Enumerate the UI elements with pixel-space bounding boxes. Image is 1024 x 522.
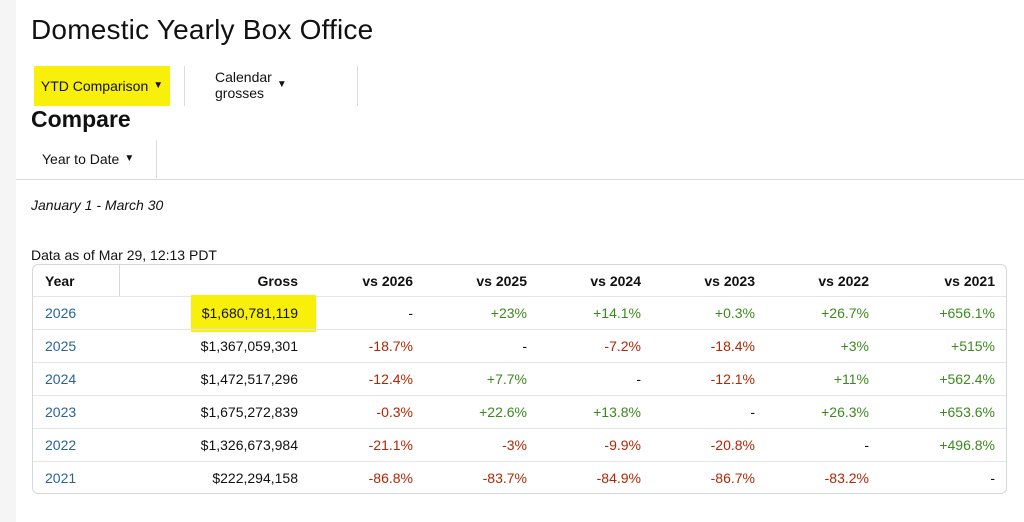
change-value: +13.8% [593, 404, 641, 420]
change-value: +0.3% [714, 305, 755, 321]
section-divider [16, 179, 1024, 180]
divider [184, 66, 185, 106]
page-title: Domestic Yearly Box Office [31, 14, 374, 45]
table-row: 2023 $1,675,272,839 -0.3% +22.6% +13.8% - +26.… [33, 395, 1006, 428]
change-value: -18.7% [368, 338, 413, 354]
change-value: - [408, 305, 413, 321]
gross-value: $222,294,158 [212, 470, 298, 486]
table-header-row: Year Gross vs 2026 vs 2025 vs 2024 vs 20… [33, 265, 1006, 298]
ytd-comparison-dropdown[interactable]: YTD Comparison ▼ [34, 66, 170, 106]
change-value: +22.6% [479, 404, 527, 420]
change-value: -21.1% [368, 437, 413, 453]
year-link[interactable]: 2021 [45, 470, 77, 486]
change-value: -86.8% [368, 470, 413, 486]
header-vs-2025[interactable]: vs 2025 [476, 273, 527, 289]
change-value: -84.9% [596, 470, 641, 486]
change-value: +23% [490, 305, 527, 321]
year-link[interactable]: 2022 [45, 437, 77, 453]
chevron-down-icon: ▼ [276, 78, 287, 90]
gross-value: $1,367,059,301 [200, 338, 298, 354]
gross-value: $1,680,781,119 [201, 305, 298, 321]
divider [156, 140, 157, 178]
gross-value: $1,472,517,296 [200, 371, 298, 387]
change-value: - [864, 437, 869, 453]
compare-heading: Compare [31, 106, 131, 132]
table-row: 2026 $1,680,781,119 - +23% +14.1% +0.3% +26.7%… [33, 295, 1006, 332]
change-value: +656.1% [939, 305, 995, 321]
header-vs-2021[interactable]: vs 2021 [944, 273, 995, 289]
change-value: -20.8% [710, 437, 755, 453]
year-link[interactable]: 2023 [45, 404, 77, 420]
calendar-grosses-dropdown[interactable]: Calendar grosses ▼ [215, 62, 287, 108]
table-row: 2024 $1,472,517,296 -12.4% +7.7% - -12.1% +11%… [33, 362, 1006, 395]
change-value: +562.4% [939, 371, 995, 387]
gross-value: $1,675,272,839 [200, 404, 298, 420]
gross-value: $1,326,673,984 [200, 437, 298, 453]
change-value: +11% [833, 371, 869, 387]
year-to-date-label: Year to Date [42, 151, 120, 167]
change-value: +515% [951, 338, 995, 354]
change-value: - [750, 404, 755, 420]
change-value: +14.1% [593, 305, 641, 321]
change-value: -83.7% [482, 470, 527, 486]
table-row: 2022 $1,326,673,984 -21.1% -3% -9.9% -20.8% - +… [33, 428, 1006, 461]
table-row: 2021 $222,294,158 -86.8% -83.7% -84.9% -86.7%… [33, 461, 1006, 493]
year-to-date-dropdown[interactable]: Year to Date ▼ [42, 140, 134, 178]
header-vs-2026[interactable]: vs 2026 [362, 273, 413, 289]
data-as-of-text: Data as of Mar 29, 12:13 PDT [31, 247, 217, 263]
content-panel: Domestic Yearly Box Office YTD Compariso… [16, 0, 1024, 522]
table-row: 2025 $1,367,059,301 -18.7% - -7.2% -18.4% +3% +… [33, 329, 1006, 362]
header-gross[interactable]: Gross [257, 273, 298, 289]
change-value: - [636, 371, 641, 387]
change-value: +7.7% [486, 371, 527, 387]
change-value: -3% [502, 437, 527, 453]
year-link[interactable]: 2025 [45, 338, 77, 354]
ytd-comparison-label: YTD Comparison [40, 78, 149, 94]
change-value: -12.1% [710, 371, 755, 387]
header-vs-2022[interactable]: vs 2022 [818, 273, 869, 289]
change-value: - [990, 470, 995, 486]
change-value: - [522, 338, 527, 354]
change-value: +26.7% [821, 305, 869, 321]
change-value: -12.4% [368, 371, 413, 387]
change-value: +496.8% [939, 437, 995, 453]
yearly-comparison-table: Year Gross vs 2026 vs 2025 vs 2024 vs 20… [32, 264, 1007, 494]
change-value: +3% [840, 338, 869, 354]
change-value: +653.6% [939, 404, 995, 420]
change-value: -0.3% [376, 404, 413, 420]
chevron-down-icon: ▼ [153, 79, 164, 91]
year-header-box [33, 265, 120, 296]
date-range-text: January 1 - March 30 [31, 197, 164, 213]
calendar-grosses-label: Calendar grosses [215, 69, 272, 101]
header-year[interactable]: Year [45, 273, 75, 289]
change-value: -86.7% [710, 470, 755, 486]
year-link[interactable]: 2026 [45, 305, 77, 321]
change-value: -9.9% [604, 437, 641, 453]
chevron-down-icon: ▼ [124, 152, 135, 164]
gross-highlight [191, 295, 316, 332]
change-value: +26.3% [821, 404, 869, 420]
divider [357, 66, 358, 106]
header-vs-2023[interactable]: vs 2023 [704, 273, 755, 289]
header-vs-2024[interactable]: vs 2024 [590, 273, 641, 289]
change-value: -18.4% [710, 338, 755, 354]
change-value: -83.2% [824, 470, 869, 486]
change-value: -7.2% [604, 338, 641, 354]
year-link[interactable]: 2024 [45, 371, 77, 387]
